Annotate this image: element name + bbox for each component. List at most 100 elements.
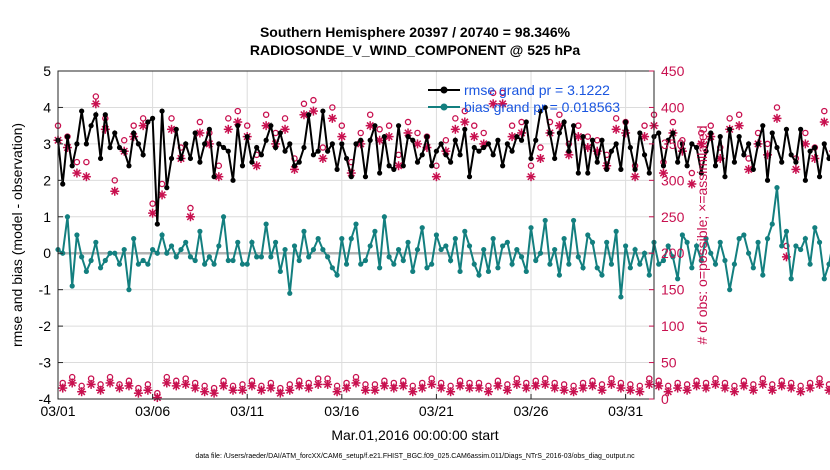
obs-assimilated-marker bbox=[181, 379, 191, 389]
bias-point bbox=[613, 228, 619, 234]
obs-assimilated-marker bbox=[502, 385, 512, 395]
rmse-point bbox=[466, 174, 473, 180]
rmse-point bbox=[741, 152, 747, 158]
bias-point bbox=[793, 243, 799, 249]
rmse-point bbox=[310, 152, 317, 158]
bias-point bbox=[287, 290, 293, 296]
y-right-tick-label: 150 bbox=[661, 282, 685, 298]
rmse-point bbox=[807, 148, 813, 154]
rmse-point bbox=[599, 137, 605, 143]
bias-point bbox=[249, 239, 255, 245]
rmse-point bbox=[306, 112, 312, 118]
obs-assimilated-stroke bbox=[125, 382, 133, 390]
rmse-point bbox=[282, 148, 288, 154]
obs-assimilated-stroke bbox=[172, 382, 180, 390]
rmse-point bbox=[211, 174, 217, 180]
obs-assimilated-stroke bbox=[68, 379, 76, 387]
rmse-point bbox=[183, 141, 189, 147]
obs-assimilated-stroke bbox=[304, 384, 313, 392]
rmse-point bbox=[263, 137, 269, 143]
obs-assimilated-marker bbox=[360, 385, 370, 395]
obs-assimilated-stroke bbox=[111, 187, 119, 195]
obs-assimilated-marker bbox=[114, 383, 124, 393]
bias-point bbox=[230, 257, 236, 264]
y-tick-label: -3 bbox=[39, 355, 52, 371]
obs-assimilated-stroke bbox=[825, 388, 830, 394]
bias-point bbox=[608, 261, 615, 267]
rmse-point bbox=[150, 115, 156, 121]
bias-point bbox=[684, 239, 690, 245]
obs-assimilated-stroke bbox=[820, 118, 829, 126]
obs-layer bbox=[53, 89, 830, 403]
obs-assimilated-marker bbox=[474, 383, 484, 393]
obs-assimilated-stroke bbox=[721, 384, 729, 392]
axis-ticks: 03/01 03/06 03/11 03/16 03/21 03/26 03/31 -4 -3 -… bbox=[39, 63, 685, 419]
bias-point bbox=[693, 243, 700, 249]
bias-point bbox=[812, 225, 818, 231]
bias-point bbox=[500, 243, 506, 249]
obs-assimilated-marker bbox=[630, 172, 640, 182]
obs-assimilated-marker bbox=[588, 381, 598, 391]
obs-assimilated-marker bbox=[687, 179, 697, 189]
obs-possible-marker bbox=[243, 122, 251, 129]
obs-assimilated-stroke bbox=[565, 151, 573, 159]
bias-point bbox=[589, 239, 596, 245]
obs-assimilated-marker bbox=[815, 379, 825, 389]
y-tick-label: 2 bbox=[43, 172, 51, 188]
obs-assimilated-stroke bbox=[612, 125, 620, 134]
obs-assimilated-stroke bbox=[409, 387, 417, 396]
obs-assimilated-marker bbox=[734, 121, 744, 131]
obs-assimilated-stroke bbox=[92, 100, 100, 108]
obs-assimilated-marker bbox=[275, 388, 285, 398]
bias-point bbox=[755, 239, 761, 245]
rmse-point bbox=[670, 130, 676, 136]
rmse-point bbox=[604, 166, 610, 172]
bias-point bbox=[627, 265, 633, 271]
obs-assimilated-stroke bbox=[390, 384, 398, 392]
obs-assimilated-stroke bbox=[309, 107, 318, 115]
obs-assimilated-marker bbox=[323, 379, 333, 389]
bias-point bbox=[523, 268, 529, 275]
bias-point bbox=[656, 261, 662, 267]
bias-point bbox=[254, 254, 260, 260]
bias-point bbox=[325, 254, 331, 260]
obs-possible-marker bbox=[764, 140, 771, 148]
bias-point bbox=[334, 272, 340, 278]
obs-possible-marker bbox=[489, 89, 497, 97]
rmse-point bbox=[613, 141, 619, 147]
rmse-point bbox=[689, 141, 695, 147]
bias-point bbox=[774, 185, 780, 191]
obs-assimilated-stroke bbox=[73, 169, 81, 177]
obs-assimilated-marker bbox=[796, 387, 806, 397]
obs-assimilated-stroke bbox=[503, 386, 512, 394]
rmse-point bbox=[414, 159, 421, 165]
rmse-point bbox=[816, 174, 823, 180]
bias-point bbox=[69, 283, 75, 289]
rmse-point bbox=[244, 134, 250, 140]
rmse-point bbox=[618, 166, 624, 172]
obs-assimilated-stroke bbox=[191, 384, 199, 392]
bias-point bbox=[826, 261, 830, 267]
rmse-point bbox=[64, 134, 71, 140]
obs-assimilated-marker bbox=[58, 383, 68, 393]
obs-assimilated-stroke bbox=[77, 387, 86, 396]
obs-possible-marker bbox=[518, 118, 525, 126]
obs-assimilated-marker bbox=[805, 383, 815, 393]
obs-assimilated-stroke bbox=[281, 125, 289, 134]
obs-assimilated-stroke bbox=[323, 380, 332, 389]
data-file-note: data file: /Users/raeder/DAI/ATM_forcXX/… bbox=[195, 453, 635, 460]
obs-assimilated-stroke bbox=[442, 147, 450, 155]
obs-possible-marker bbox=[508, 122, 516, 129]
obs-assimilated-marker bbox=[644, 379, 654, 389]
bias-point bbox=[410, 268, 416, 275]
rmse-point bbox=[126, 163, 132, 169]
obs-possible-marker bbox=[187, 204, 194, 212]
obs-assimilated-stroke bbox=[484, 387, 493, 396]
obs-possible-marker bbox=[225, 115, 232, 122]
bias-point bbox=[381, 214, 387, 220]
bias-point bbox=[547, 261, 553, 267]
bias-point bbox=[116, 261, 123, 267]
bias-point bbox=[816, 239, 823, 245]
obs-assimilated-stroke bbox=[314, 380, 322, 389]
obs-assimilated-stroke bbox=[801, 140, 810, 148]
